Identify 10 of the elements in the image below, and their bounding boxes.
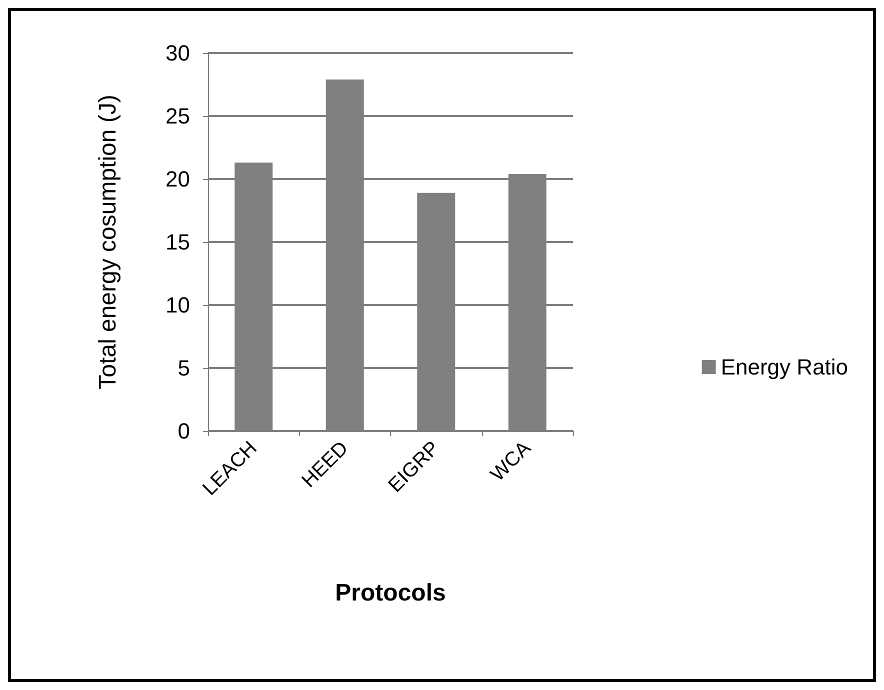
- y-tick-label: 25: [166, 104, 190, 128]
- y-tick-label: 20: [166, 166, 190, 192]
- legend-label: Energy Ratio: [720, 354, 848, 380]
- y-tick-label: 0: [178, 418, 190, 444]
- y-tick-label: 15: [166, 230, 190, 254]
- y-tick-label: 30: [166, 40, 190, 66]
- x-axis-title: Protocols: [335, 580, 446, 606]
- y-axis-title: Total energy cosumption (J): [94, 94, 122, 390]
- y-tick-label: 5: [178, 356, 190, 380]
- y-tick-label: 10: [166, 292, 190, 318]
